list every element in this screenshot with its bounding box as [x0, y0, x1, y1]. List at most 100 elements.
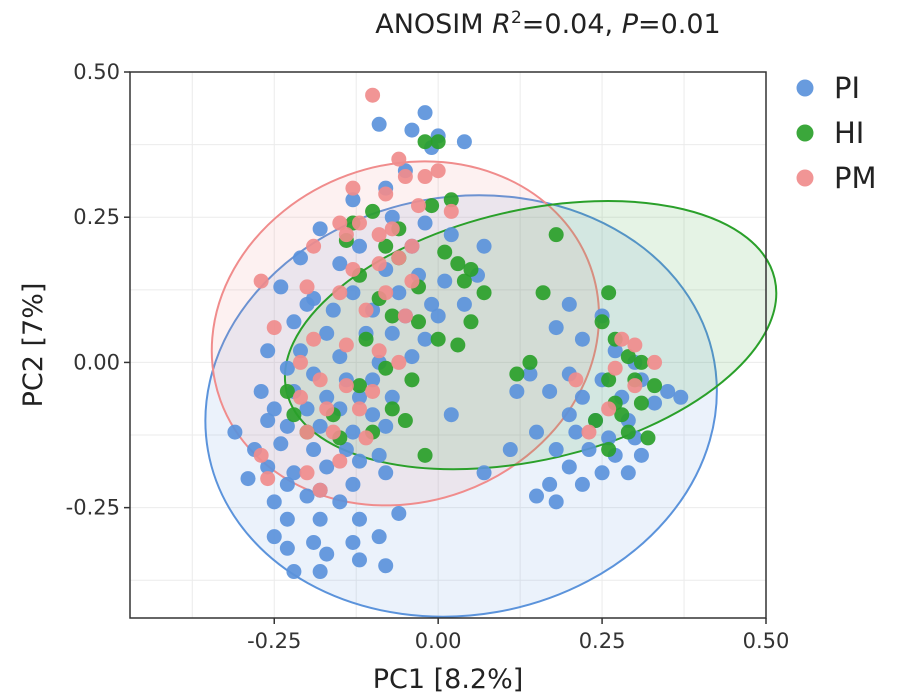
- point-pm: [266, 320, 282, 336]
- point-pi: [345, 285, 361, 301]
- point-pi: [404, 122, 420, 138]
- point-pi: [574, 389, 590, 405]
- point-pi: [548, 320, 564, 336]
- point-pm: [306, 238, 322, 254]
- point-pm: [299, 424, 315, 440]
- point-pm: [319, 401, 335, 417]
- point-pi: [292, 250, 308, 266]
- point-pi: [266, 401, 282, 417]
- point-hi: [620, 349, 636, 365]
- point-hi: [588, 413, 604, 429]
- plot-frame: [129, 71, 767, 619]
- point-hi: [535, 285, 551, 301]
- point-pm: [443, 203, 459, 219]
- point-pi: [430, 308, 446, 324]
- point-pi: [378, 418, 394, 434]
- point-pi: [338, 442, 354, 458]
- point-pi: [607, 343, 623, 359]
- point-pm: [299, 465, 315, 481]
- point-pi: [574, 331, 590, 347]
- point-hi: [437, 244, 453, 260]
- point-pm: [338, 227, 354, 243]
- point-hi: [351, 378, 367, 394]
- point-hi: [594, 314, 610, 330]
- point-pi: [529, 488, 545, 504]
- point-pi: [509, 383, 525, 399]
- title-r-sup: 2: [511, 8, 522, 28]
- point-hi: [463, 261, 479, 277]
- point-pi: [273, 436, 289, 452]
- point-pi: [345, 424, 361, 440]
- point-pm: [338, 378, 354, 394]
- x-tick-label: 0.00: [415, 629, 462, 653]
- point-pm: [371, 256, 387, 272]
- ellipse-pi: [204, 194, 718, 618]
- point-pm: [312, 482, 328, 498]
- point-pi: [404, 349, 420, 365]
- point-pi: [384, 389, 400, 405]
- point-pi: [312, 564, 328, 580]
- point-pi: [266, 529, 282, 545]
- y-tick-label: 0.50: [73, 60, 120, 84]
- point-pi: [548, 442, 564, 458]
- title-p-value: =0.01: [638, 9, 721, 40]
- point-hi: [417, 447, 433, 463]
- point-pm: [647, 354, 663, 370]
- point-pi: [365, 407, 381, 423]
- legend-swatch-pm: [796, 169, 814, 187]
- chart-title: ANOSIM R2=0.04, P=0.01: [375, 8, 720, 40]
- legend: PI HI PM: [796, 71, 877, 195]
- point-hi: [548, 227, 564, 243]
- point-pi: [574, 476, 590, 492]
- point-pm: [404, 238, 420, 254]
- point-pi: [443, 227, 459, 243]
- point-pm: [332, 285, 348, 301]
- point-pm: [397, 308, 413, 324]
- point-pi: [312, 418, 328, 434]
- point-pi: [260, 343, 276, 359]
- point-pi: [620, 465, 636, 481]
- point-pi: [561, 459, 577, 475]
- point-pi: [240, 471, 256, 487]
- point-pm: [378, 186, 394, 202]
- point-pi: [332, 349, 348, 365]
- point-hi: [430, 134, 446, 150]
- point-pi: [673, 389, 689, 405]
- point-pi: [561, 407, 577, 423]
- point-pm: [365, 383, 381, 399]
- point-pi: [365, 372, 381, 388]
- point-pi: [476, 238, 492, 254]
- point-hi: [463, 314, 479, 330]
- point-pm: [371, 227, 387, 243]
- point-pi: [286, 465, 302, 481]
- point-pi: [351, 238, 367, 254]
- point-pm: [253, 273, 269, 289]
- point-pm: [345, 180, 361, 196]
- point-pi: [319, 459, 335, 475]
- point-hi: [279, 383, 295, 399]
- point-pi: [561, 296, 577, 312]
- point-hi: [378, 238, 394, 254]
- point-hi: [601, 285, 617, 301]
- point-pi: [227, 424, 243, 440]
- point-pi: [371, 529, 387, 545]
- point-pi: [391, 505, 407, 521]
- point-pm: [378, 285, 394, 301]
- point-pm: [332, 215, 348, 231]
- point-pi: [384, 209, 400, 225]
- title-p-symbol: P: [622, 9, 639, 40]
- point-pi: [417, 215, 433, 231]
- point-pm: [607, 360, 623, 376]
- point-pi: [456, 134, 472, 150]
- x-axis-ticks: -0.25 0.00 0.25 0.50: [247, 618, 789, 653]
- point-pi: [371, 116, 387, 132]
- point-hi: [633, 354, 649, 370]
- point-pm: [568, 372, 584, 388]
- point-pi: [332, 256, 348, 272]
- point-pi: [351, 552, 367, 568]
- point-pi: [332, 494, 348, 510]
- point-pi: [522, 366, 538, 382]
- legend-swatch-hi: [796, 124, 814, 142]
- point-pi: [437, 273, 453, 289]
